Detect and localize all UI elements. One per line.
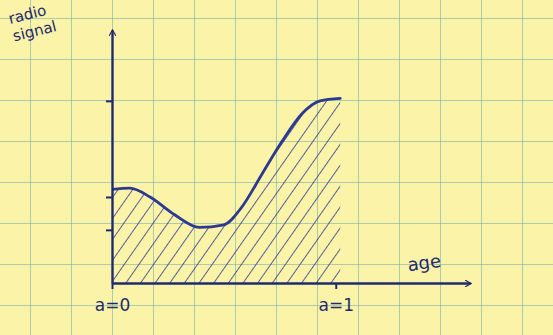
x-tick-mark xyxy=(112,283,114,289)
y-axis-line xyxy=(111,31,113,284)
x-axis-title: age xyxy=(406,250,442,275)
y-tick-mark xyxy=(106,100,112,102)
x-axis-line xyxy=(113,282,471,284)
y-tick xyxy=(106,230,112,231)
area-fill xyxy=(112,98,340,283)
x-axis: a=0 a=1 xyxy=(95,283,471,315)
chart: a=0 a=1 age radiosignal xyxy=(0,0,553,335)
y-axis-title-line: signal xyxy=(11,17,58,45)
y-tick xyxy=(106,197,112,198)
x-tick-mark xyxy=(335,283,337,289)
y-tick xyxy=(106,101,112,102)
marks xyxy=(112,98,340,283)
x-tick: a=0 xyxy=(95,283,130,315)
x-tick: a=1 xyxy=(319,283,354,315)
curve xyxy=(112,98,340,227)
plot: a=0 a=1 xyxy=(95,31,471,316)
x-tick-label: a=0 xyxy=(95,295,130,315)
y-tick-mark xyxy=(106,229,112,231)
y-axis xyxy=(106,31,113,284)
x-tick-label: a=1 xyxy=(319,295,354,315)
y-axis-title: radiosignal xyxy=(7,0,59,45)
y-tick-mark xyxy=(106,196,112,198)
